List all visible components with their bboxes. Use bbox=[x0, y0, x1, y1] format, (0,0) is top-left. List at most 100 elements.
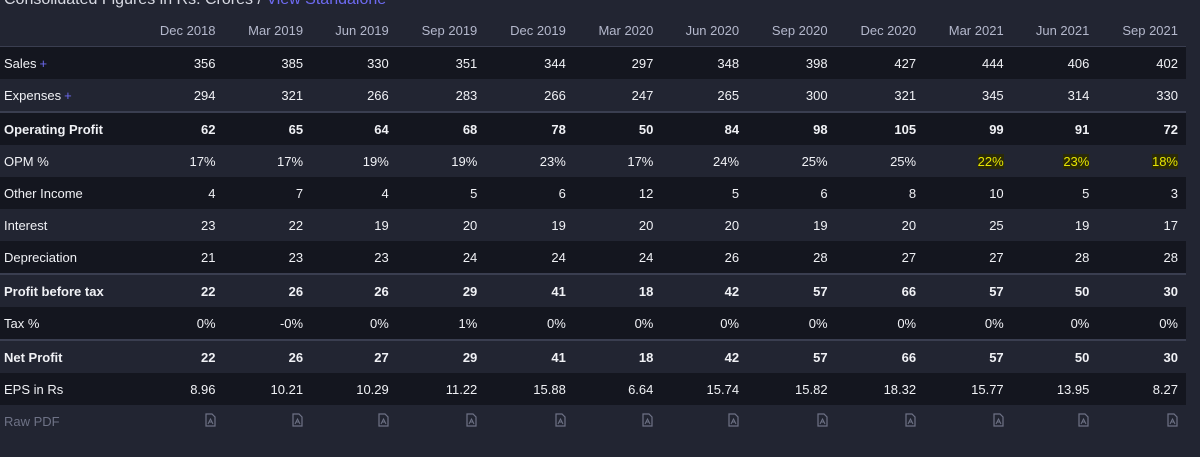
table-row: OPM % 17% 17% 19% 19% 23% 17% 24% 25% 25% 22% 23% 18… bbox=[0, 145, 1186, 177]
pdf-file-icon[interactable] bbox=[728, 412, 739, 430]
value-text: 351 bbox=[455, 55, 478, 71]
pdf-file-icon[interactable] bbox=[816, 412, 828, 430]
cell-value: 0% bbox=[661, 307, 748, 340]
value-text: 29 bbox=[462, 283, 478, 299]
view-standalone-link[interactable]: View Standalone bbox=[266, 0, 386, 8]
cell-value: 398 bbox=[747, 46, 836, 79]
cell-value: 27 bbox=[835, 241, 925, 274]
cell-value: 29 bbox=[396, 339, 486, 373]
cell-value: 330 bbox=[311, 46, 397, 79]
pdf-file-icon[interactable] bbox=[555, 412, 566, 430]
value-text: 18% bbox=[1151, 153, 1178, 169]
row-label[interactable]: Sales + bbox=[0, 46, 135, 79]
value-text: 19 bbox=[1074, 217, 1090, 233]
expand-plus-icon[interactable]: + bbox=[64, 87, 72, 103]
pdf-file-icon[interactable] bbox=[642, 412, 653, 430]
value-text: 345 bbox=[981, 87, 1004, 103]
row-label-text: Tax % bbox=[4, 315, 40, 331]
cell-value: 29 bbox=[396, 273, 486, 307]
value-text: 266 bbox=[367, 87, 389, 103]
cell-value: 22 bbox=[135, 339, 224, 373]
cell-value: 50 bbox=[1011, 273, 1098, 307]
cell-value: 42 bbox=[661, 273, 748, 307]
pdf-file-icon[interactable] bbox=[905, 412, 916, 430]
value-text: 57 bbox=[813, 349, 828, 365]
raw-pdf-row: Raw PDF bbox=[0, 405, 1186, 437]
cell-value: 17% bbox=[573, 145, 662, 177]
value-text: 23% bbox=[1063, 153, 1090, 169]
expand-plus-icon[interactable]: + bbox=[39, 55, 48, 71]
value-text: 4 bbox=[208, 185, 216, 201]
pdf-file-icon[interactable] bbox=[466, 412, 477, 430]
cell-value: 23 bbox=[311, 241, 397, 274]
value-text: 23% bbox=[539, 153, 566, 169]
value-text: 3 bbox=[1170, 185, 1178, 201]
cell-value: 91 bbox=[1011, 111, 1098, 145]
cell-value: 23% bbox=[1011, 145, 1098, 177]
cell-value: 5 bbox=[661, 177, 748, 209]
cell-value: 283 bbox=[396, 79, 486, 112]
cell-value: 402 bbox=[1097, 46, 1186, 79]
raw-pdf-cell bbox=[311, 405, 397, 437]
value-text: 24 bbox=[638, 249, 654, 265]
cell-value: 5 bbox=[1011, 177, 1098, 209]
value-text: 19% bbox=[362, 153, 389, 169]
cell-value: 22 bbox=[223, 209, 312, 241]
pdf-file-icon[interactable] bbox=[1167, 412, 1178, 430]
cell-value: 20 bbox=[396, 209, 486, 241]
cell-value: 4 bbox=[135, 177, 224, 209]
value-text: 0% bbox=[1159, 315, 1178, 331]
row-label: OPM % bbox=[0, 145, 135, 177]
cell-value: 24 bbox=[485, 241, 574, 274]
cell-value: 57 bbox=[924, 339, 1012, 373]
value-text: 356 bbox=[193, 55, 216, 71]
cell-value: 30 bbox=[1097, 273, 1186, 307]
cell-value: 41 bbox=[485, 273, 574, 307]
cell-value: 15.74 bbox=[661, 373, 748, 405]
value-text: 18 bbox=[638, 349, 654, 365]
value-text: 42 bbox=[724, 349, 740, 365]
value-text: 25% bbox=[801, 153, 828, 169]
row-label-text: OPM % bbox=[4, 153, 49, 169]
cell-value: 10 bbox=[924, 177, 1012, 209]
column-header: Mar 2020 bbox=[573, 14, 662, 47]
raw-pdf-cell bbox=[223, 405, 312, 437]
row-label: Interest bbox=[0, 209, 135, 241]
value-text: 17% bbox=[627, 153, 654, 169]
value-text: 27 bbox=[989, 249, 1004, 265]
cell-value: 11.22 bbox=[396, 373, 486, 405]
cell-value: 12 bbox=[573, 177, 662, 209]
value-text: 19 bbox=[813, 217, 828, 233]
column-header: Dec 2020 bbox=[835, 14, 925, 47]
cell-value: 266 bbox=[485, 79, 574, 112]
value-text: 444 bbox=[981, 55, 1004, 71]
value-text: 5 bbox=[470, 185, 478, 201]
cell-value: 57 bbox=[747, 339, 836, 373]
value-text: 6 bbox=[820, 185, 828, 201]
value-text: 72 bbox=[1163, 121, 1178, 137]
value-text: 65 bbox=[288, 121, 304, 137]
cell-value: 19% bbox=[311, 145, 397, 177]
column-header: Sep 2021 bbox=[1097, 14, 1186, 47]
value-text: 19 bbox=[374, 217, 389, 233]
value-text: 23 bbox=[288, 249, 304, 265]
value-text: 20 bbox=[901, 217, 917, 233]
cell-value: 247 bbox=[573, 79, 662, 112]
value-text: 27 bbox=[374, 349, 389, 365]
row-label[interactable]: Expenses + bbox=[0, 79, 135, 112]
pdf-file-icon[interactable] bbox=[378, 412, 389, 430]
cell-value: 23 bbox=[135, 209, 224, 241]
pdf-file-icon[interactable] bbox=[993, 412, 1004, 430]
column-header: Jun 2019 bbox=[311, 14, 397, 47]
pdf-file-icon[interactable] bbox=[292, 412, 303, 430]
cell-value: 8.27 bbox=[1097, 373, 1186, 405]
value-text: 7 bbox=[295, 185, 304, 201]
cell-value: 294 bbox=[135, 79, 224, 112]
value-text: 17% bbox=[277, 153, 304, 169]
value-text: 28 bbox=[813, 249, 828, 265]
row-label-text: Net Profit bbox=[4, 349, 63, 365]
pdf-file-icon[interactable] bbox=[1078, 412, 1089, 430]
cell-value: 13.95 bbox=[1011, 373, 1098, 405]
pdf-file-icon[interactable] bbox=[204, 412, 216, 430]
cell-value: 25% bbox=[835, 145, 925, 177]
